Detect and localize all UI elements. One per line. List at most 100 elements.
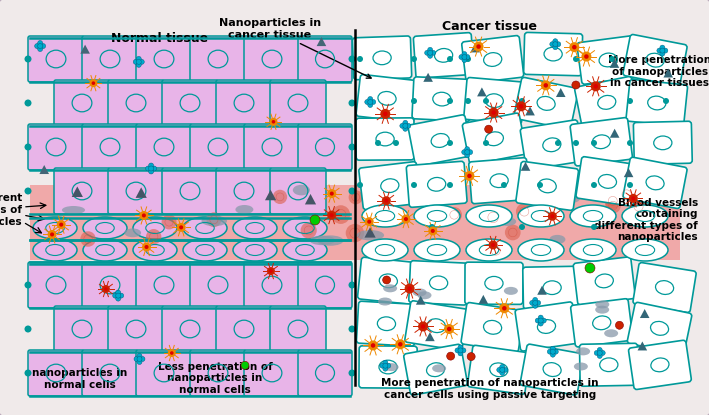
Circle shape	[489, 240, 498, 249]
Circle shape	[349, 100, 355, 107]
Circle shape	[573, 56, 579, 62]
Polygon shape	[40, 165, 49, 174]
Circle shape	[349, 188, 355, 195]
Circle shape	[447, 327, 452, 331]
Circle shape	[591, 182, 597, 188]
Circle shape	[505, 225, 520, 240]
Circle shape	[149, 169, 154, 174]
Circle shape	[142, 242, 151, 251]
Ellipse shape	[317, 235, 344, 246]
Circle shape	[368, 103, 373, 107]
Circle shape	[149, 163, 154, 168]
Circle shape	[152, 166, 157, 171]
Polygon shape	[520, 162, 530, 171]
Ellipse shape	[536, 245, 552, 257]
Circle shape	[461, 348, 466, 353]
FancyBboxPatch shape	[298, 350, 352, 396]
Circle shape	[447, 352, 454, 360]
Circle shape	[331, 205, 350, 224]
Circle shape	[549, 42, 554, 47]
Circle shape	[38, 44, 43, 49]
Circle shape	[467, 173, 471, 178]
Circle shape	[500, 367, 505, 372]
Circle shape	[483, 140, 489, 146]
Ellipse shape	[540, 212, 564, 223]
FancyBboxPatch shape	[162, 80, 218, 126]
Circle shape	[550, 352, 555, 357]
Circle shape	[465, 56, 471, 62]
Circle shape	[269, 269, 273, 273]
Circle shape	[660, 48, 665, 53]
Circle shape	[428, 47, 432, 52]
Ellipse shape	[201, 216, 227, 226]
Circle shape	[464, 150, 469, 155]
Circle shape	[113, 293, 118, 298]
Circle shape	[458, 348, 463, 353]
Circle shape	[530, 300, 535, 305]
FancyBboxPatch shape	[579, 343, 638, 386]
FancyBboxPatch shape	[574, 257, 635, 305]
Circle shape	[553, 349, 558, 354]
Ellipse shape	[83, 217, 127, 239]
Circle shape	[403, 126, 408, 131]
Ellipse shape	[635, 247, 661, 256]
Circle shape	[136, 56, 141, 61]
Circle shape	[411, 56, 417, 62]
FancyBboxPatch shape	[28, 124, 84, 170]
Circle shape	[462, 58, 467, 63]
Circle shape	[581, 51, 591, 61]
FancyBboxPatch shape	[464, 78, 525, 124]
Circle shape	[346, 224, 364, 242]
Circle shape	[59, 222, 63, 227]
FancyBboxPatch shape	[575, 77, 639, 128]
Ellipse shape	[233, 239, 277, 261]
Circle shape	[400, 123, 405, 128]
Circle shape	[301, 222, 317, 239]
Circle shape	[556, 42, 561, 47]
Circle shape	[609, 56, 615, 62]
FancyBboxPatch shape	[216, 306, 272, 352]
Circle shape	[137, 356, 142, 361]
Polygon shape	[425, 332, 435, 341]
Circle shape	[519, 224, 525, 230]
FancyBboxPatch shape	[359, 346, 417, 388]
Circle shape	[398, 342, 403, 347]
Circle shape	[455, 348, 460, 353]
Circle shape	[464, 171, 474, 181]
Ellipse shape	[83, 239, 127, 261]
Circle shape	[553, 39, 558, 44]
Ellipse shape	[62, 206, 85, 214]
Circle shape	[541, 318, 546, 323]
Circle shape	[116, 296, 121, 301]
Circle shape	[447, 140, 453, 146]
FancyBboxPatch shape	[626, 79, 688, 127]
Polygon shape	[416, 296, 425, 305]
Ellipse shape	[33, 217, 77, 239]
Circle shape	[629, 194, 638, 203]
Ellipse shape	[183, 217, 227, 239]
FancyBboxPatch shape	[577, 36, 640, 84]
Circle shape	[364, 100, 370, 105]
Circle shape	[657, 48, 662, 53]
Ellipse shape	[570, 239, 616, 261]
Polygon shape	[556, 88, 566, 97]
Circle shape	[48, 230, 57, 239]
Circle shape	[380, 109, 390, 119]
Circle shape	[411, 182, 417, 188]
Circle shape	[162, 215, 177, 229]
FancyBboxPatch shape	[54, 168, 110, 214]
FancyBboxPatch shape	[627, 303, 692, 354]
Circle shape	[484, 208, 503, 227]
FancyBboxPatch shape	[412, 77, 471, 121]
Circle shape	[547, 349, 552, 354]
Ellipse shape	[384, 363, 398, 371]
Ellipse shape	[133, 239, 177, 261]
Circle shape	[462, 150, 467, 155]
Ellipse shape	[362, 205, 408, 227]
Circle shape	[483, 98, 489, 104]
Circle shape	[550, 349, 555, 354]
FancyBboxPatch shape	[190, 262, 246, 308]
FancyBboxPatch shape	[357, 257, 419, 305]
Ellipse shape	[622, 205, 668, 227]
Text: Less penetration of
nanoparticles in
normal cells: Less penetration of nanoparticles in nor…	[157, 362, 272, 395]
